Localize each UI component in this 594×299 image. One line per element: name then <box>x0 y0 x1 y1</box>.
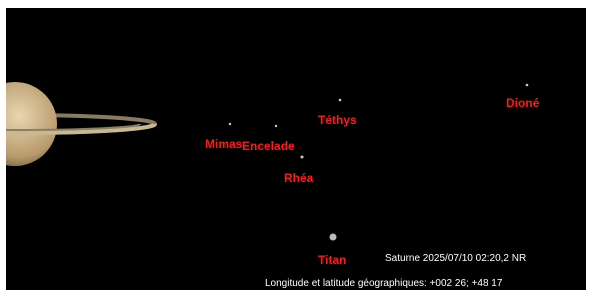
page: Mimas Encelade Téthys Dioné Rhéa Titan S… <box>0 0 594 299</box>
status-line: Longitude et latitude géographiques: +00… <box>265 278 503 289</box>
moon-label: Téthys <box>318 113 357 127</box>
sky-background <box>6 8 586 290</box>
status-line: Saturne 2025/07/10 02:20,2 NR <box>385 253 526 264</box>
moon-dot <box>275 125 277 127</box>
moon-label: Rhéa <box>284 171 314 185</box>
moon-dot <box>339 99 342 102</box>
moon-label: Dioné <box>506 96 540 110</box>
moon-dot <box>330 234 337 241</box>
sky-view: Mimas Encelade Téthys Dioné Rhéa Titan S… <box>0 0 594 299</box>
moon-label: Titan <box>318 253 346 267</box>
moon-dot <box>229 123 231 125</box>
moon-dot <box>526 84 529 87</box>
moon-dot <box>301 156 304 159</box>
moon-label: Encelade <box>242 139 295 153</box>
moon-label: Mimas <box>205 137 243 151</box>
